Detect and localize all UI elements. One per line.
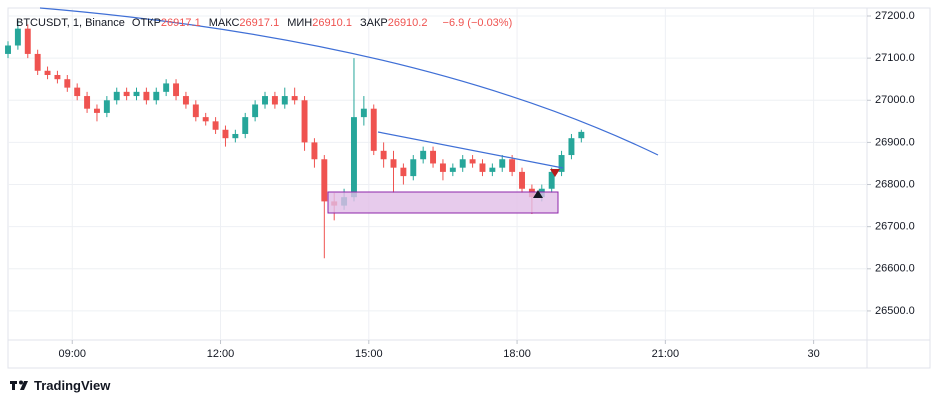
candle-body	[499, 159, 506, 168]
logo	[10, 380, 28, 390]
candle-body	[182, 96, 189, 105]
x-tick-label: 15:00	[355, 348, 383, 360]
candle-body	[262, 96, 268, 105]
legend-items: ОТКР26917.1 МАКС26917.1 МИН26910.1 ЗАКР2691…	[132, 17, 436, 29]
change: −6.9 (−0.03%)	[442, 17, 513, 29]
candle-body	[509, 159, 516, 172]
candle-body	[360, 108, 367, 118]
candle-body	[430, 150, 437, 164]
candle-body	[548, 171, 555, 189]
candle-body	[271, 96, 278, 105]
legend-value: 26910.2	[387, 17, 428, 29]
candle-body	[64, 79, 71, 88]
candle-body	[400, 167, 407, 177]
candle-body	[420, 150, 427, 160]
candles	[5, 20, 585, 259]
candle-body	[568, 138, 575, 156]
candle-body	[390, 159, 397, 168]
drawings	[39, 7, 659, 214]
x-tick-label: 30	[807, 348, 819, 360]
brand: TradingView	[34, 378, 111, 393]
x-tick-label: 18:00	[503, 348, 531, 360]
candle-body	[439, 163, 446, 172]
candle-body	[24, 28, 31, 54]
candle-body	[123, 91, 130, 97]
candle-body	[93, 108, 100, 113]
legend-value: 26917.1	[160, 17, 201, 29]
candle-body	[558, 155, 565, 172]
candle-body	[34, 53, 41, 71]
candle-body	[212, 121, 219, 130]
candle-body	[133, 91, 140, 97]
buy-marker	[533, 190, 543, 198]
y-tick-label: 26500.0	[875, 305, 915, 317]
candle-body	[84, 96, 91, 109]
trend-line	[377, 131, 564, 169]
candle-body	[54, 74, 61, 80]
candle-body	[410, 159, 417, 177]
legend-value: 26910.1	[312, 17, 352, 29]
candle-body	[232, 133, 239, 139]
legend: BTCUSDT, 1, Binance ОТКР26917.1 МАКС26917…	[16, 17, 520, 29]
candle-body	[74, 87, 81, 97]
legend-label: ЗАКР	[359, 17, 388, 29]
candle-body	[321, 159, 328, 202]
candle-body	[192, 104, 199, 118]
trend-curve	[39, 7, 659, 156]
candle-body	[351, 117, 357, 198]
candle-body	[449, 167, 456, 172]
x-tick-label: 09:00	[58, 348, 86, 360]
candle-body	[173, 83, 180, 97]
y-tick-label: 27100.0	[875, 52, 915, 64]
y-tick-label: 27200.0	[875, 10, 915, 22]
zone-box	[327, 191, 559, 214]
candle-body	[242, 117, 249, 134]
y-tick-label: 26600.0	[875, 263, 915, 275]
y-tick-label: 26700.0	[875, 221, 915, 233]
grid: 26500.0 26600.0 26700.0 26800.0 26900.0 27000…	[8, 8, 915, 360]
symbol: BTCUSDT, 1, Binance	[16, 17, 125, 29]
y-tick-label: 27000.0	[875, 94, 915, 106]
candle-body	[14, 28, 21, 46]
candle-body	[103, 100, 110, 113]
candle-body	[153, 91, 160, 101]
candle-body	[291, 96, 298, 101]
sell-marker	[550, 169, 560, 177]
candle-body	[380, 150, 387, 160]
candle-body	[163, 83, 170, 92]
candle-body	[202, 117, 209, 122]
legend-label: МАКС	[208, 17, 240, 29]
candle-body	[252, 104, 259, 118]
candle-body	[301, 100, 308, 143]
candle-body	[519, 171, 525, 189]
candle-body	[44, 70, 51, 75]
legend-value: 26917.1	[239, 17, 280, 29]
y-tick-label: 26900.0	[875, 136, 915, 148]
frame	[7, 7, 931, 369]
legend-label: МИН	[287, 17, 313, 29]
y-tick-label: 26800.0	[875, 178, 915, 190]
candle-body	[113, 91, 120, 101]
candle-body	[479, 163, 486, 172]
candle-body	[5, 45, 11, 54]
candle-body	[459, 159, 466, 168]
candle-body	[222, 129, 229, 139]
candle-body	[311, 142, 318, 160]
x-tick-label: 12:00	[207, 348, 235, 360]
candle-body	[370, 108, 377, 151]
x-tick-label: 21:00	[652, 348, 680, 360]
candle-body	[469, 159, 476, 164]
candle-body	[489, 167, 496, 172]
legend-label: ОТКР	[131, 17, 161, 29]
candle-body	[143, 91, 150, 101]
candle-body	[281, 96, 288, 105]
candle-body	[578, 131, 585, 139]
